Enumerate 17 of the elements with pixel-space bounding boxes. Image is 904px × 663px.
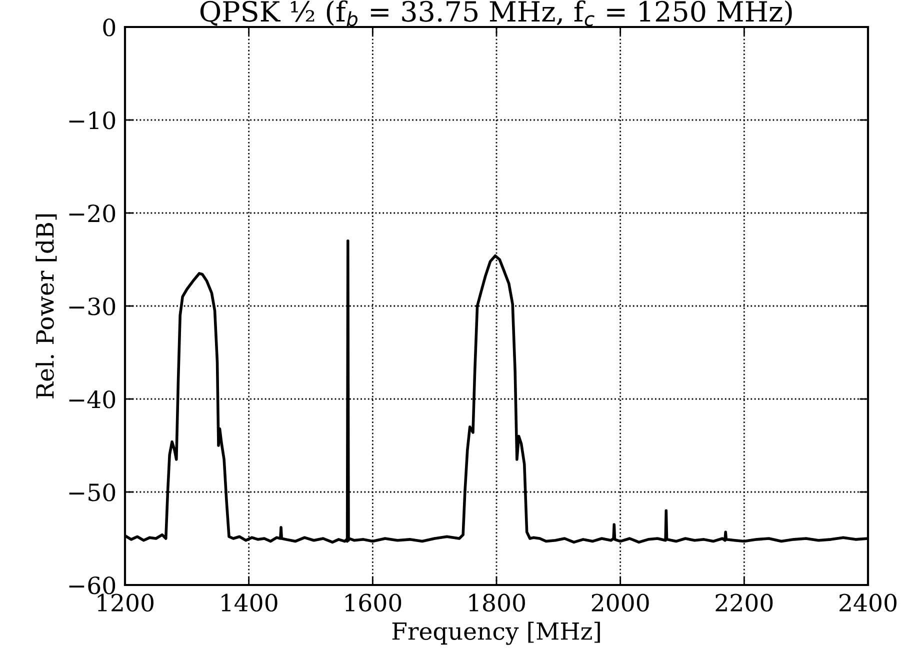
x-tick-label: 2200 bbox=[716, 594, 773, 612]
x-tick-label: 1200 bbox=[98, 594, 154, 612]
x-tick-label: 2400 bbox=[840, 594, 896, 612]
y-tick-label: 0 bbox=[103, 18, 116, 36]
y-tick-label: −40 bbox=[69, 390, 116, 408]
y-tick-label: −30 bbox=[69, 297, 116, 316]
y-tick-label: −60 bbox=[69, 576, 116, 594]
y-axis-title: Rel. Power [dB] bbox=[36, 214, 57, 398]
x-tick-label: 1800 bbox=[469, 594, 525, 612]
y-tick-label: −20 bbox=[69, 204, 116, 222]
chart-title: QPSK ½ (f$_{b}$ = 33.75 MHz, f$_{c}$ = 1250 MHz) bbox=[200, 0, 792, 26]
x-tick-label: 1600 bbox=[346, 594, 402, 612]
x-tick-label: 1400 bbox=[222, 594, 278, 612]
y-tick-label: −10 bbox=[69, 111, 116, 130]
x-tick-label: 2000 bbox=[592, 594, 649, 612]
x-axis-title: Frequency [MHz] bbox=[392, 622, 600, 645]
y-tick-label: −50 bbox=[69, 483, 116, 502]
